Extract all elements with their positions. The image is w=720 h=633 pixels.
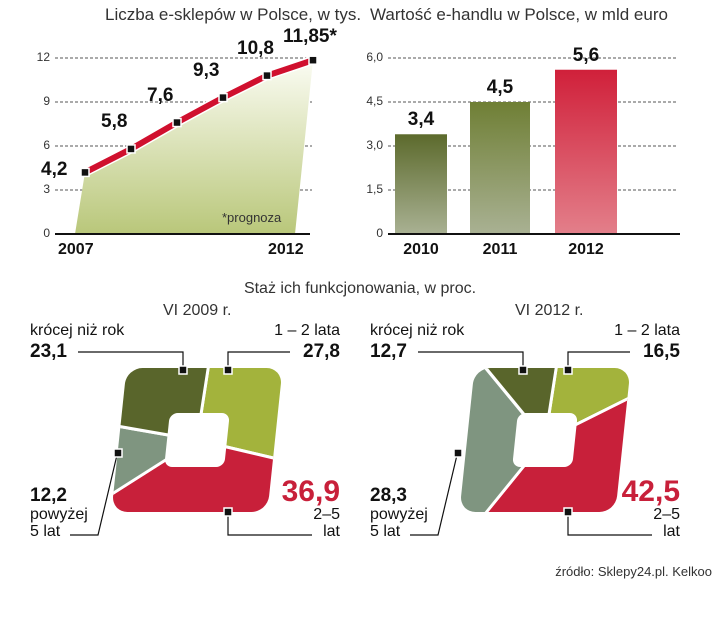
x-label-2007: 2007 [58,241,94,258]
leader-line [418,351,524,370]
marker [563,507,573,517]
pie-slice [111,368,230,442]
leader-line [227,512,312,536]
pie-group [111,368,283,512]
value-25-2009: 36,9 [281,475,340,508]
leader-line [227,351,290,370]
x-label-2012: 2012 [268,241,304,258]
pie-slice [459,368,631,512]
y-tick-label: 3 [43,182,50,196]
leader-line [78,351,184,370]
pie-2012-title: VI 2012 r. [515,302,584,319]
y-tick-label: 6 [43,138,50,152]
y-tick-label: 3,0 [366,138,383,152]
label-over5b-2009: 5 lat [30,523,61,540]
value-12-2012: 16,5 [643,341,680,362]
marker [453,448,463,458]
source: źródło: Sklepy24.pl. Kelkoo [555,564,712,579]
leader-line [567,351,630,370]
pie-slice [543,368,631,443]
leader-line [70,454,118,536]
label-lt1-2012: krócej niż rok [370,322,465,339]
label-12-2012: 1 – 2 lata [614,322,680,339]
series-line [83,57,314,176]
data-label: 5,8 [101,110,128,132]
value-12-2009: 27,8 [303,341,340,362]
x-tick-label: 2012 [568,241,604,258]
value-lt1-2009: 23,1 [30,341,67,362]
bar [395,134,447,234]
marker [563,365,573,375]
data-label: 4,2 [41,159,68,181]
y-tick-label: 4,5 [366,94,383,108]
pie-hole [164,413,230,467]
pie-slice [459,368,578,444]
data-label: 11,85* [283,26,337,48]
y-tick-label: 1,5 [366,182,383,196]
pie-hole [512,413,578,467]
bar-value-label: 4,5 [486,77,514,98]
y-tick-label: 6,0 [366,50,383,64]
marker [178,365,188,375]
pie-slice [195,368,283,487]
pie-group [459,368,631,512]
label-12-2009: 1 – 2 lata [274,322,340,339]
pie-slices [111,368,283,512]
data-point [126,144,136,154]
bar-chart-title: Wartość e-handlu w Polsce, w mld euro [370,5,668,24]
data-point [80,167,90,178]
x-tick-label: 2010 [403,241,439,258]
data-point [218,92,228,103]
marker [518,365,528,375]
y-tick-label: 9 [43,94,50,108]
value-25-2012: 42,5 [621,475,680,508]
bar-value-label: 5,6 [572,44,600,66]
bar-value-label: 3,4 [407,109,435,131]
label-25b-2012: lat [663,523,680,540]
data-label: 7,6 [147,84,174,106]
pie-slice [111,404,202,512]
label-over5a-2012: powyżej [370,506,428,523]
line-chart-title: Liczba e-sklepów w Polsce, w tys. [105,5,362,24]
marker [113,448,123,458]
forecast-note: *prognoza [222,210,282,225]
label-over5a-2009: powyżej [30,506,88,523]
label-lt1-2009: krócej niż rok [30,322,125,339]
data-point [172,117,182,128]
value-over5-2012: 28,3 [370,485,407,506]
y-tick-label: 0 [376,226,383,240]
x-tick-label: 2011 [482,241,518,258]
area-fill [75,60,313,235]
pie-slices [459,368,631,512]
pie-2009-title: VI 2009 r. [163,302,232,319]
leader-line [567,512,652,536]
data-point [308,55,318,65]
label-over5b-2012: 5 lat [370,523,401,540]
bar [555,69,617,234]
data-point [262,70,272,81]
leader-line [410,454,458,536]
label-25a-2012: 2–5 [653,506,680,523]
marker [223,507,233,517]
value-over5-2009: 12,2 [30,485,67,506]
y-tick-label: 12 [36,50,50,64]
data-label: 9,3 [193,59,220,81]
bar [470,102,530,234]
value-lt1-2012: 12,7 [370,341,407,362]
label-25a-2009: 2–5 [313,506,340,523]
y-tick-label: 0 [43,226,50,240]
label-25b-2009: lat [323,523,340,540]
section-title: Staż ich funkcjonowania, w proc. [243,280,477,297]
marker [223,365,233,375]
data-label: 10,8 [237,37,274,59]
